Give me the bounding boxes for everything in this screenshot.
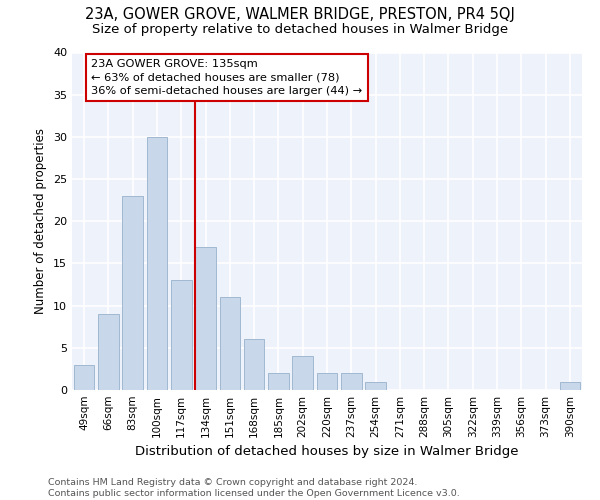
- Bar: [195, 246, 216, 390]
- Bar: [268, 373, 289, 390]
- Text: Contains HM Land Registry data © Crown copyright and database right 2024.
Contai: Contains HM Land Registry data © Crown c…: [48, 478, 460, 498]
- Bar: [365, 382, 386, 390]
- Bar: [317, 373, 337, 390]
- Bar: [292, 356, 313, 390]
- Text: 23A, GOWER GROVE, WALMER BRIDGE, PRESTON, PR4 5QJ: 23A, GOWER GROVE, WALMER BRIDGE, PRESTON…: [85, 8, 515, 22]
- Text: 23A GOWER GROVE: 135sqm
← 63% of detached houses are smaller (78)
36% of semi-de: 23A GOWER GROVE: 135sqm ← 63% of detache…: [91, 59, 362, 96]
- Bar: [560, 382, 580, 390]
- Bar: [122, 196, 143, 390]
- Y-axis label: Number of detached properties: Number of detached properties: [34, 128, 47, 314]
- Bar: [98, 314, 119, 390]
- Bar: [341, 373, 362, 390]
- Bar: [220, 297, 240, 390]
- X-axis label: Distribution of detached houses by size in Walmer Bridge: Distribution of detached houses by size …: [135, 446, 519, 458]
- Bar: [146, 137, 167, 390]
- Bar: [171, 280, 191, 390]
- Bar: [74, 364, 94, 390]
- Bar: [244, 340, 265, 390]
- Text: Size of property relative to detached houses in Walmer Bridge: Size of property relative to detached ho…: [92, 22, 508, 36]
